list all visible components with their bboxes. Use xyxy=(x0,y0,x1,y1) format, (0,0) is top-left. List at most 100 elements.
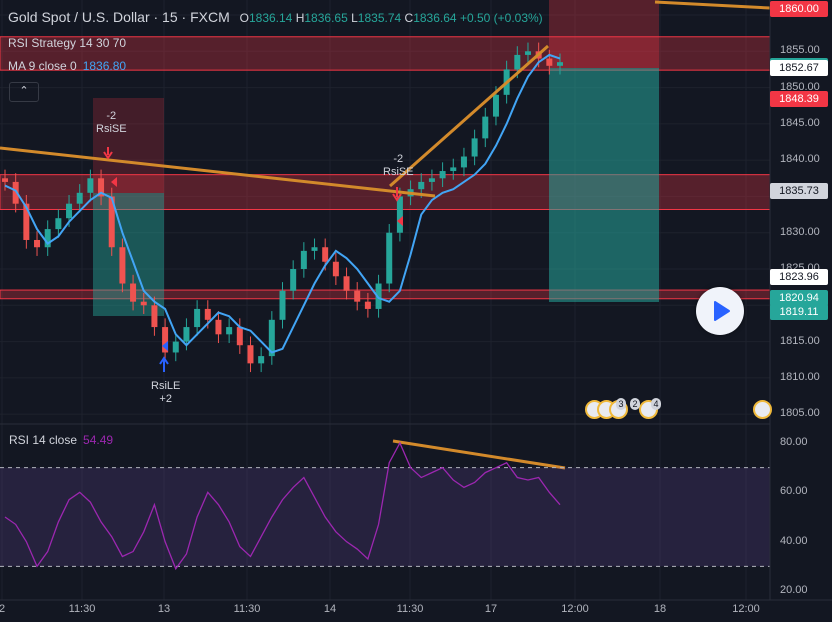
time-tick: 11:30 xyxy=(396,603,424,615)
chart-header: Gold Spot / U.S. Dollar · 15 · FXCM O183… xyxy=(8,9,543,25)
play-icon xyxy=(714,301,730,321)
strategy-legend[interactable]: RSI Strategy 14 30 70 xyxy=(8,36,127,50)
ohlc-readout: O1836.14 H1836.65 L1835.74 C1836.64 +0.5… xyxy=(239,11,543,25)
candle-body xyxy=(375,283,382,309)
rsi-legend[interactable]: RSI 14 close 54.49 xyxy=(9,433,113,447)
candle-body xyxy=(151,305,158,328)
candle-body xyxy=(98,178,105,197)
candle-body xyxy=(557,62,563,66)
price-tag: 1835.73 xyxy=(770,183,828,200)
short-marker-label-2: -2 RsiSE xyxy=(383,153,414,178)
candle-body xyxy=(311,247,318,251)
candle-body xyxy=(258,356,265,364)
short-position-stop-box xyxy=(93,98,164,193)
change-value: +0.50 (+0.03%) xyxy=(459,11,543,25)
candle-body xyxy=(322,247,329,262)
price-tick: 1815.00 xyxy=(780,334,820,347)
trendlines xyxy=(0,0,771,470)
candle-body xyxy=(386,232,393,284)
ma-label: MA 9 close 0 xyxy=(8,59,77,73)
short-marker-label-1: -2 RsiSE xyxy=(96,110,127,135)
price-tag: 1852.67 xyxy=(770,60,828,77)
candle-body xyxy=(343,276,350,291)
candle-body xyxy=(140,301,147,306)
price-tick: 1810.00 xyxy=(780,370,820,383)
time-tick: 2 xyxy=(0,603,6,615)
candle-body xyxy=(215,319,222,335)
replay-play-button[interactable] xyxy=(696,287,744,335)
candle-body xyxy=(524,51,531,55)
ma-series xyxy=(4,53,561,354)
price-tick: 1830.00 xyxy=(780,225,820,238)
price-tick: 1805.00 xyxy=(780,407,820,420)
ma-line xyxy=(4,53,561,354)
price-tag: 1819.11 xyxy=(770,303,828,320)
time-tick: 13 xyxy=(157,603,171,615)
time-scale[interactable]: 2 11:30 13 11:30 14 11:30 17 12:00 18 12:00 xyxy=(0,600,770,622)
price-tag: 1860.00 xyxy=(770,1,828,18)
candle-body xyxy=(514,54,521,70)
rsi-tick: 80.00 xyxy=(780,436,808,448)
candle-body xyxy=(44,229,51,248)
candle-body xyxy=(354,290,361,302)
exit-flag-1 xyxy=(111,177,117,187)
short-arrow-1 xyxy=(103,147,113,160)
position-boxes xyxy=(93,0,659,316)
price-tag: 1820.94 xyxy=(770,290,828,307)
low-value: 1835.74 xyxy=(357,11,402,25)
candle-body xyxy=(108,196,115,248)
high-value: 1836.65 xyxy=(304,11,348,25)
candle-body xyxy=(300,250,307,270)
candle-body xyxy=(162,327,169,353)
time-tick: 12:00 xyxy=(732,603,760,615)
trendline-1 xyxy=(0,146,436,198)
candle-body xyxy=(428,178,435,182)
close-value: 1836.64 xyxy=(413,11,457,25)
candle-body xyxy=(492,94,499,117)
candle-body xyxy=(66,203,73,219)
price-tick: 1840.00 xyxy=(780,153,820,166)
time-tick: 18 xyxy=(653,603,667,615)
time-tick: 11:30 xyxy=(68,603,96,615)
short-position-target-box-2 xyxy=(549,68,659,302)
event-count-badge: 2 xyxy=(630,398,640,410)
candle-body xyxy=(34,239,41,248)
rsi-value: 54.49 xyxy=(83,433,114,447)
time-tick: 17 xyxy=(484,603,498,615)
collapse-legend-button[interactable]: ⌃ xyxy=(9,82,39,102)
candle-body xyxy=(290,269,297,291)
candle-body xyxy=(23,203,30,240)
short-arrow-2 xyxy=(392,187,402,202)
candle-body xyxy=(2,178,8,182)
long-arrow-1 xyxy=(159,356,169,372)
trade-arrows xyxy=(103,147,403,372)
candle-body xyxy=(12,181,19,204)
us-flag-event-icon[interactable] xyxy=(753,400,772,419)
ma-legend[interactable]: MA 9 close 0 1836.80 xyxy=(8,59,126,73)
event-count-badge: 4 xyxy=(651,398,661,410)
rsi-trendline xyxy=(392,439,566,470)
price-tick: 1855.00 xyxy=(780,44,820,57)
short-position-target-box xyxy=(93,193,164,316)
price-tick: 1850.00 xyxy=(780,80,820,93)
short-position-stop-box-2 xyxy=(549,0,659,68)
candle-body xyxy=(194,308,201,328)
symbol-title[interactable]: Gold Spot / U.S. Dollar · 15 · FXCM xyxy=(8,9,230,25)
trendline-3 xyxy=(654,0,771,10)
candle-body xyxy=(439,171,446,179)
candle-body xyxy=(332,261,339,277)
candle-body xyxy=(55,218,62,230)
candle-body xyxy=(396,196,403,233)
time-tick: 14 xyxy=(323,603,337,615)
rsi-label: RSI 14 close xyxy=(9,433,78,447)
exit-flag-3 xyxy=(162,341,168,351)
candle-body xyxy=(546,58,553,66)
rsi-panel xyxy=(0,441,770,571)
rsi-band xyxy=(0,467,770,567)
chevron-up-icon: ⌃ xyxy=(19,85,29,97)
candle-body xyxy=(460,156,467,168)
time-tick: 11:30 xyxy=(233,603,261,615)
candle-body xyxy=(87,178,94,193)
open-value: 1836.14 xyxy=(248,11,293,25)
